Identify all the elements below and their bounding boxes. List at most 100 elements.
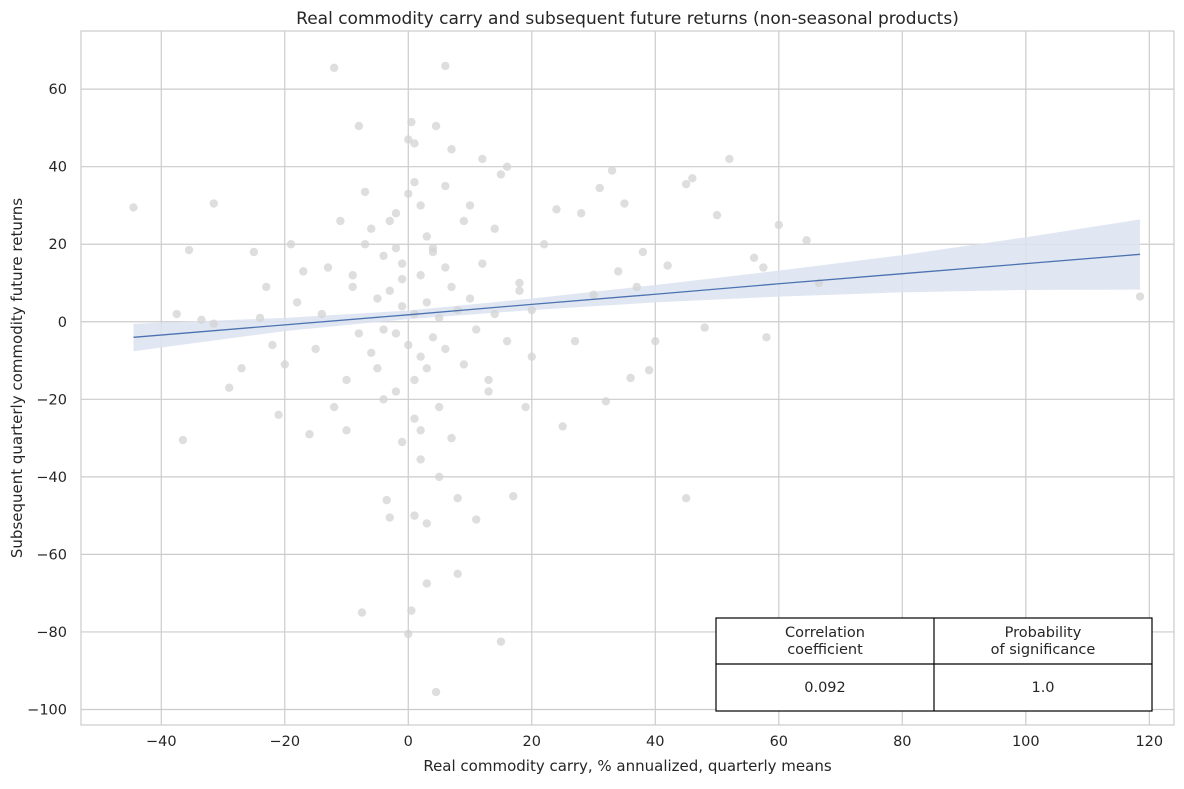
scatter-point: [527, 305, 536, 315]
scatter-point: [762, 333, 771, 342]
scatter-point: [472, 515, 481, 524]
scatter-point: [329, 402, 339, 412]
scatter-point: [620, 199, 629, 208]
scatter-point: [422, 232, 432, 241]
table-header-correlation-line2: coefficient: [787, 642, 863, 658]
scatter-point: [249, 247, 259, 257]
scatter-point: [502, 336, 512, 346]
scatter-point: [385, 286, 394, 295]
scatter-point: [484, 375, 493, 385]
x-tick-label: 60: [770, 734, 788, 750]
scatter-point: [422, 298, 432, 307]
scatter-point: [447, 145, 456, 154]
scatter-point: [373, 364, 382, 373]
scatter-point: [453, 569, 462, 578]
scatter-point: [416, 201, 425, 210]
scatter-point: [416, 352, 425, 361]
scatter-point: [373, 294, 382, 303]
table-header-probability-line1: Probability: [1005, 625, 1082, 641]
scatter-point: [404, 629, 413, 639]
scatter-point: [552, 205, 561, 214]
y-tick-label: 20: [49, 237, 67, 253]
scatter-point: [570, 336, 580, 346]
scatter-point: [539, 240, 549, 249]
scatter-point: [527, 352, 536, 361]
grid-lines: [81, 31, 1174, 725]
confidence-band: [133, 219, 1141, 352]
x-tick-label: 100: [1012, 734, 1040, 750]
x-tick-label: 40: [646, 734, 664, 750]
scatter-point: [441, 181, 450, 191]
scatter-point: [367, 348, 376, 357]
table-value-correlation: 0.092: [804, 680, 846, 696]
scatter-point: [404, 189, 413, 199]
scatter-point: [410, 178, 419, 187]
scatter-point: [367, 224, 376, 233]
scatter-point: [638, 247, 648, 257]
scatter-point: [509, 492, 518, 501]
scatter-point: [688, 174, 697, 183]
scatter-point: [484, 387, 493, 396]
scatter-point: [607, 166, 617, 175]
scatter-point: [407, 606, 416, 615]
chart-title: Real commodity carry and subsequent futu…: [296, 9, 959, 29]
scatter-point: [391, 387, 401, 396]
x-tick-label: −20: [269, 734, 300, 750]
scatter-point: [311, 344, 320, 354]
scatter-point: [422, 519, 432, 528]
table-header-probability-line2: of significance: [991, 642, 1096, 658]
scatter-point: [490, 224, 499, 233]
scatter-point: [515, 286, 524, 295]
scatter-point: [416, 455, 425, 464]
scatter-point: [391, 329, 401, 338]
y-tick-label: 0: [58, 315, 67, 331]
scatter-point: [558, 422, 567, 431]
scatter-point: [404, 135, 413, 144]
scatter-point: [626, 373, 635, 383]
scatter-point: [184, 245, 194, 255]
scatter-point: [428, 333, 438, 342]
scatter-point: [490, 309, 499, 319]
scatter-point: [632, 282, 641, 292]
scatter-point: [472, 325, 481, 334]
scatter-point: [478, 259, 487, 268]
scatter-point: [385, 216, 394, 226]
scatter-point: [447, 433, 456, 443]
scatter-point: [382, 495, 391, 505]
scatter-point: [453, 493, 462, 503]
y-tick-label: 40: [49, 160, 67, 176]
scatter-point: [681, 179, 691, 189]
scatter-points: [129, 61, 1145, 697]
scatter-point: [422, 579, 432, 588]
scatter-point: [478, 154, 487, 164]
tick-labels: −40 −20 0 20 40 60 80 100 120 −100 −80 −60 −40 −20 0 20…: [27, 82, 1163, 750]
scatter-point: [725, 154, 734, 164]
scatter-point: [416, 271, 425, 280]
scatter-point: [385, 513, 394, 522]
scatter-point: [521, 402, 530, 412]
x-axis-label: Real commodity carry, % annualized, quar…: [423, 757, 832, 775]
y-tick-label: −20: [36, 392, 67, 408]
scatter-point: [431, 121, 441, 131]
scatter-point: [1135, 292, 1145, 301]
scatter-point: [268, 340, 277, 350]
scatter-point: [280, 360, 289, 369]
scatter-point: [410, 511, 419, 520]
scatter-point: [431, 687, 441, 697]
scatter-point: [515, 278, 524, 288]
scatter-point: [292, 298, 302, 307]
scatter-point: [441, 344, 450, 354]
scatter-point: [410, 414, 419, 423]
scatter-point: [434, 313, 444, 323]
y-axis-label: Subsequent quarterly commodity future re…: [8, 198, 26, 558]
scatter-point: [422, 364, 432, 373]
scatter-point: [336, 216, 345, 226]
scatter-point: [595, 183, 604, 193]
scatter-point: [774, 220, 783, 230]
scatter-point: [397, 259, 407, 268]
y-tick-label: −80: [36, 625, 67, 641]
scatter-point: [197, 315, 206, 325]
scatter-point: [255, 313, 265, 323]
y-tick-label: −100: [27, 702, 67, 718]
scatter-point: [576, 209, 586, 218]
